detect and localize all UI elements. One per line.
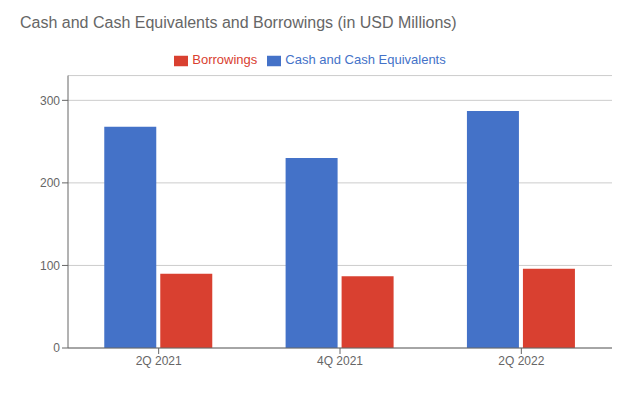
- svg-text:100: 100: [40, 259, 60, 273]
- html-text:Cash and Cash Equivalents: Cash and Cash Equivalents: [285, 52, 446, 67]
- html-text:Cash and Cash Equivalents and: Cash and Cash Equivalents and Borrowings…: [20, 14, 457, 31]
- svg-text:2Q 2021: 2Q 2021: [136, 354, 182, 368]
- svg-text:4Q 2021: 4Q 2021: [317, 354, 363, 368]
- svg-text:300: 300: [40, 94, 60, 108]
- svg-text:200: 200: [40, 176, 60, 190]
- html-text:Borrowings: Borrowings: [192, 52, 258, 67]
- svg-text:2Q 2022: 2Q 2022: [498, 354, 544, 368]
- svg-text:0: 0: [53, 341, 60, 355]
